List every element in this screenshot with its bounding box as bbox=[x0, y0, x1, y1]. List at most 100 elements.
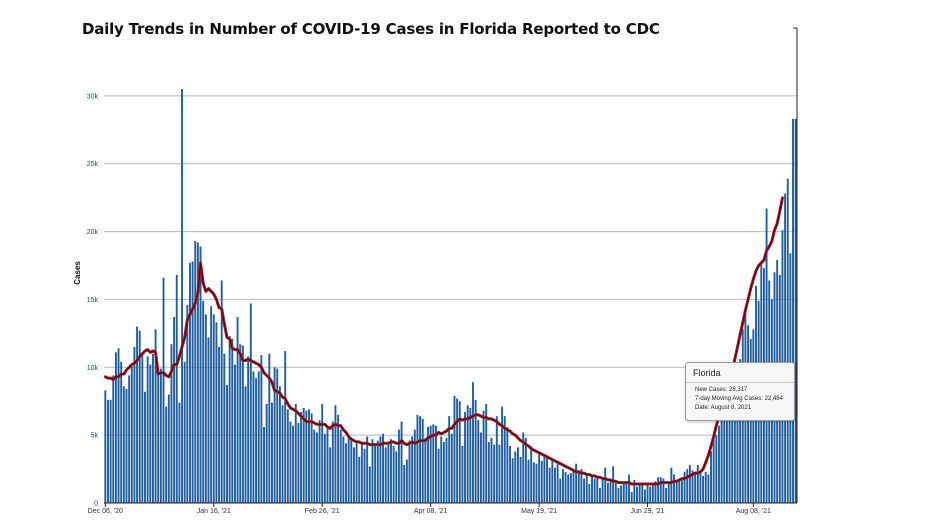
case-bar[interactable] bbox=[691, 470, 694, 503]
case-bar[interactable] bbox=[493, 444, 496, 503]
case-bar[interactable] bbox=[456, 398, 459, 504]
case-bar[interactable] bbox=[278, 386, 281, 503]
case-bar[interactable] bbox=[432, 424, 435, 503]
case-bar[interactable] bbox=[244, 386, 247, 503]
case-bar[interactable] bbox=[226, 384, 228, 503]
case-bar[interactable] bbox=[210, 306, 213, 503]
case-bar[interactable] bbox=[305, 410, 308, 503]
case-bar[interactable] bbox=[194, 241, 197, 504]
case-bar[interactable] bbox=[138, 330, 141, 503]
case-bar[interactable] bbox=[667, 484, 670, 503]
case-bar[interactable] bbox=[435, 425, 437, 503]
case-bar[interactable] bbox=[376, 440, 379, 503]
case-bar[interactable] bbox=[657, 477, 660, 503]
case-bar[interactable] bbox=[466, 405, 469, 503]
case-bar[interactable] bbox=[686, 469, 689, 503]
case-bar[interactable] bbox=[678, 479, 681, 503]
case-bar[interactable] bbox=[173, 317, 176, 503]
case-bar[interactable] bbox=[382, 433, 385, 503]
case-bar[interactable] bbox=[445, 437, 448, 503]
case-bar[interactable] bbox=[601, 479, 604, 503]
case-bar[interactable] bbox=[675, 481, 678, 503]
case-bar[interactable] bbox=[334, 405, 337, 503]
case-bar[interactable] bbox=[482, 410, 485, 503]
case-bar[interactable] bbox=[583, 478, 586, 503]
case-bar[interactable] bbox=[612, 466, 615, 503]
case-bar[interactable] bbox=[516, 447, 519, 503]
case-bar[interactable] bbox=[530, 446, 533, 503]
case-bar[interactable] bbox=[622, 482, 625, 503]
case-bar[interactable] bbox=[596, 475, 599, 503]
case-bar[interactable] bbox=[120, 361, 123, 503]
case-bar[interactable] bbox=[342, 436, 345, 504]
case-bar[interactable] bbox=[421, 418, 424, 503]
case-bar[interactable] bbox=[255, 378, 258, 503]
case-bar[interactable] bbox=[786, 178, 789, 503]
case-bar[interactable] bbox=[561, 469, 564, 503]
case-bar[interactable] bbox=[231, 338, 234, 503]
case-bar[interactable] bbox=[659, 477, 662, 503]
case-bar[interactable] bbox=[260, 355, 263, 503]
case-bar[interactable] bbox=[159, 368, 162, 503]
case-bar[interactable] bbox=[360, 443, 363, 503]
case-bar[interactable] bbox=[498, 444, 501, 503]
case-bar[interactable] bbox=[249, 303, 252, 504]
case-bar[interactable] bbox=[429, 425, 432, 503]
case-bar[interactable] bbox=[472, 382, 474, 503]
case-bar[interactable] bbox=[315, 432, 318, 503]
case-bar[interactable] bbox=[323, 433, 326, 503]
case-bar[interactable] bbox=[707, 474, 710, 504]
case-bar[interactable] bbox=[149, 364, 152, 503]
case-bar[interactable] bbox=[636, 486, 638, 503]
case-bar[interactable] bbox=[374, 443, 377, 503]
case-bar[interactable] bbox=[450, 433, 453, 503]
case-bar[interactable] bbox=[792, 118, 794, 503]
case-bar[interactable] bbox=[453, 395, 456, 503]
case-bar[interactable] bbox=[257, 371, 260, 503]
case-bar[interactable] bbox=[405, 459, 408, 503]
case-bar[interactable] bbox=[638, 485, 641, 503]
case-bar[interactable] bbox=[540, 460, 543, 503]
case-bar[interactable] bbox=[765, 208, 768, 504]
case-bar[interactable] bbox=[289, 421, 292, 503]
case-bar[interactable] bbox=[567, 474, 570, 504]
case-bar[interactable] bbox=[509, 446, 511, 503]
case-bar[interactable] bbox=[699, 471, 702, 503]
case-bar[interactable] bbox=[300, 412, 303, 503]
case-bar[interactable] bbox=[654, 481, 657, 503]
case-bar[interactable] bbox=[522, 432, 525, 503]
case-bar[interactable] bbox=[485, 403, 488, 503]
case-bar[interactable] bbox=[337, 414, 340, 503]
case-bar[interactable] bbox=[313, 429, 316, 503]
case-bar[interactable] bbox=[437, 448, 440, 503]
case-bar[interactable] bbox=[620, 485, 623, 503]
case-bar[interactable] bbox=[363, 448, 366, 503]
case-bar[interactable] bbox=[178, 402, 181, 503]
case-bar[interactable] bbox=[292, 425, 295, 503]
case-bar[interactable] bbox=[464, 412, 466, 503]
case-bar[interactable] bbox=[572, 469, 575, 503]
case-bar[interactable] bbox=[556, 460, 559, 503]
case-bar[interactable] bbox=[593, 478, 596, 503]
case-bar[interactable] bbox=[604, 467, 607, 503]
case-bar[interactable] bbox=[268, 353, 271, 503]
case-bar[interactable] bbox=[413, 429, 416, 503]
case-bar[interactable] bbox=[199, 246, 202, 504]
case-bar[interactable] bbox=[725, 398, 728, 504]
case-bar[interactable] bbox=[440, 436, 443, 504]
case-bar[interactable] bbox=[104, 390, 107, 503]
case-bar[interactable] bbox=[128, 375, 131, 503]
case-bar[interactable] bbox=[355, 443, 358, 503]
case-bar[interactable] bbox=[397, 429, 400, 503]
case-bar[interactable] bbox=[114, 352, 117, 503]
case-bar[interactable] bbox=[329, 447, 332, 503]
case-bar[interactable] bbox=[353, 447, 355, 503]
case-bar[interactable] bbox=[212, 314, 215, 503]
moving-average-line[interactable] bbox=[103, 196, 784, 486]
case-bar[interactable] bbox=[633, 479, 636, 503]
case-bar[interactable] bbox=[538, 454, 541, 503]
case-bar[interactable] bbox=[271, 402, 273, 503]
case-bar[interactable] bbox=[524, 437, 527, 503]
case-bar[interactable] bbox=[302, 408, 305, 503]
case-bar[interactable] bbox=[511, 458, 514, 503]
